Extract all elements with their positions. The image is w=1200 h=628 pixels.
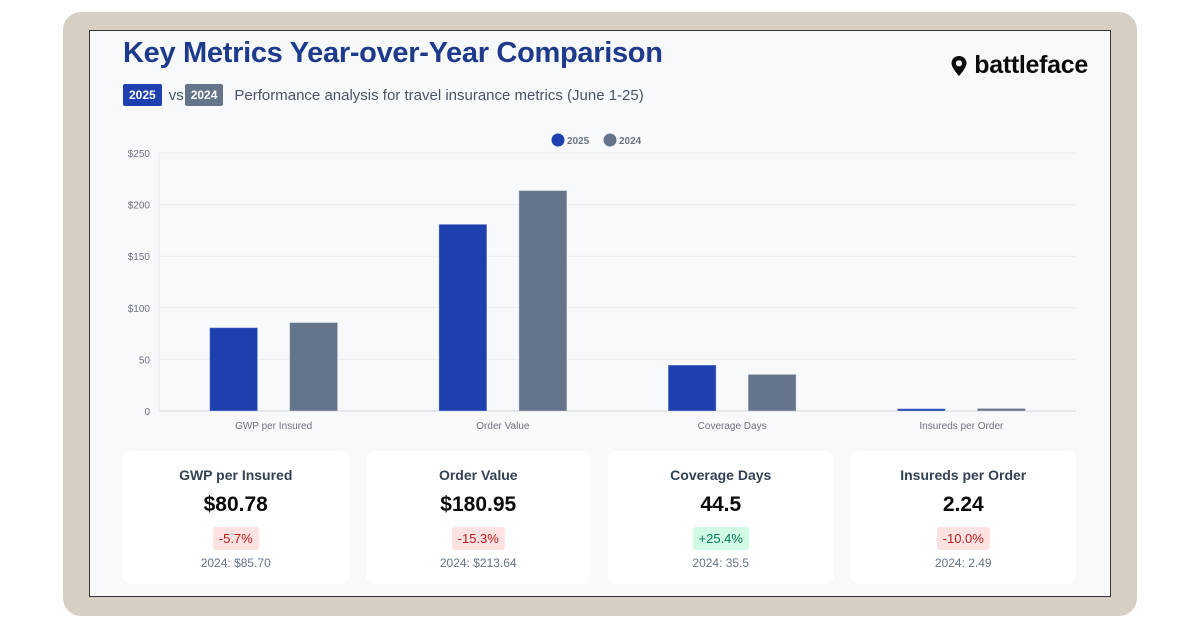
x-tick-label: GWP per Insured	[235, 421, 312, 432]
previous-value: 2024: 2.49	[934, 556, 992, 570]
card-value: $180.95	[440, 493, 517, 516]
metric-card: GWP per Insured $80.78 -5.7% 2024: $85.7…	[123, 451, 349, 584]
metric-card: Insureds per Order 2.24 -10.0% 2024: 2.4…	[850, 451, 1076, 584]
map-pin-icon	[951, 55, 967, 76]
change-badge: -10.0%	[936, 527, 990, 550]
legend-swatch-2024	[603, 133, 617, 147]
vs-label: vs	[168, 86, 184, 104]
change-badge: -5.7%	[212, 527, 259, 550]
x-tick-label: Insureds per Order	[919, 421, 1004, 432]
bar-2024	[976, 407, 1026, 412]
description: Performance analysis for travel insuranc…	[234, 86, 644, 104]
bar-2024	[518, 190, 568, 412]
change-badge: -15.3%	[451, 527, 505, 550]
bar-chart: 0 50 $100 $150 $200 $250 GWP per Insured Order…	[128, 133, 1076, 432]
dashboard-panel: Key Metrics Year-over-Year Comparison 20…	[89, 30, 1111, 597]
y-tick-label: $200	[128, 201, 151, 212]
bar-2025	[438, 223, 488, 412]
badge-2025: 2025	[123, 84, 162, 106]
logo-text: battleface	[974, 51, 1088, 79]
y-tick-label: $150	[128, 252, 151, 263]
card-value: 44.5	[700, 493, 742, 516]
badge-2024: 2024	[184, 84, 224, 106]
bar-2024	[289, 322, 339, 412]
subtitle-row: 2025 vs 2024 Performance analysis for tr…	[123, 84, 644, 106]
y-tick-label: $100	[128, 304, 151, 315]
page-title: Key Metrics Year-over-Year Comparison	[123, 37, 663, 69]
card-label: Order Value	[438, 467, 518, 483]
previous-value: 2024: $213.64	[439, 556, 517, 570]
x-tick-label: Order Value	[476, 421, 530, 432]
y-tick-label: $250	[128, 149, 151, 160]
metric-cards: GWP per Insured $80.78 -5.7% 2024: $85.7…	[123, 451, 1076, 584]
legend-label: 2024	[619, 136, 642, 147]
card-value: 2.24	[942, 493, 984, 516]
bar-2025	[896, 408, 946, 412]
change-badge: +25.4%	[692, 527, 749, 550]
metric-card: Order Value $180.95 -15.3% 2024: $213.64	[365, 451, 591, 584]
x-tick-label: Coverage Days	[698, 421, 767, 432]
previous-value: 2024: 35.5	[692, 556, 750, 570]
card-value: $80.78	[203, 493, 268, 516]
bar-2024	[747, 373, 797, 412]
bar-2025	[667, 364, 717, 412]
y-tick-label: 0	[144, 407, 150, 418]
battleface-logo: battleface	[950, 51, 1088, 80]
bar-2025	[209, 327, 259, 412]
legend-swatch-2025	[551, 133, 565, 147]
card-label: Insureds per Order	[900, 467, 1027, 483]
y-tick-label: 50	[139, 355, 151, 366]
legend-label: 2025	[567, 136, 590, 147]
metric-card: Coverage Days 44.5 +25.4% 2024: 35.5	[608, 451, 834, 584]
card-label: Coverage Days	[670, 467, 772, 483]
previous-value: 2024: $85.70	[200, 556, 271, 570]
card-label: GWP per Insured	[179, 467, 293, 483]
